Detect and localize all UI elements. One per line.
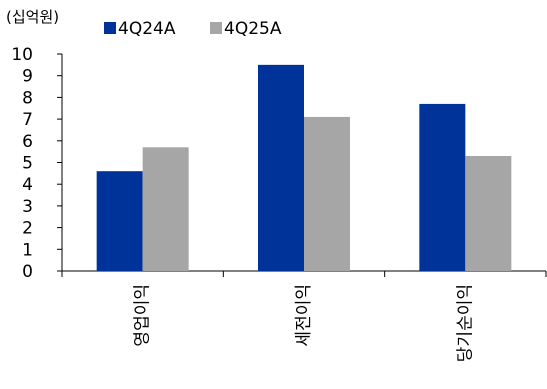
y-tick-label: 6	[22, 132, 33, 152]
unit-label: (십억원)	[6, 8, 59, 26]
y-tick-label: 3	[22, 197, 33, 217]
legend-label: 4Q24A	[118, 19, 176, 39]
legend-item-1: 4Q24A	[104, 19, 176, 39]
y-tick-label: 1	[22, 240, 33, 260]
legend-label: 4Q25A	[224, 19, 282, 39]
x-category-label: 당기순이익	[455, 284, 475, 362]
bar-4q24a-1	[96, 171, 143, 271]
bar-4q25a-1	[142, 147, 189, 271]
legend-item-2: 4Q25A	[210, 19, 282, 39]
bar-4q24a-3	[419, 103, 466, 271]
bar-4q25a-3	[465, 155, 512, 271]
bars	[96, 64, 512, 272]
bar-4q25a-2	[304, 116, 350, 272]
legend-swatch	[210, 22, 222, 34]
legend-swatch	[104, 22, 116, 34]
y-tick-label: 4	[22, 175, 33, 195]
x-axis: 영업이익 세전이익 당기순이익	[61, 270, 547, 362]
y-tick-label: 8	[22, 88, 33, 108]
y-tick-label: 0	[22, 262, 33, 282]
y-tick-label: 5	[22, 154, 33, 174]
x-category-label: 세전이익	[294, 284, 314, 347]
bar-4q24a-2	[258, 64, 304, 271]
y-tick-label: 9	[22, 67, 33, 87]
y-tick-label: 2	[22, 219, 33, 239]
legend: 4Q24A 4Q25A	[104, 19, 282, 39]
x-category-label: 영업이익	[133, 284, 153, 347]
y-tick-label: 10	[11, 45, 33, 65]
y-tick-label: 7	[22, 110, 33, 130]
